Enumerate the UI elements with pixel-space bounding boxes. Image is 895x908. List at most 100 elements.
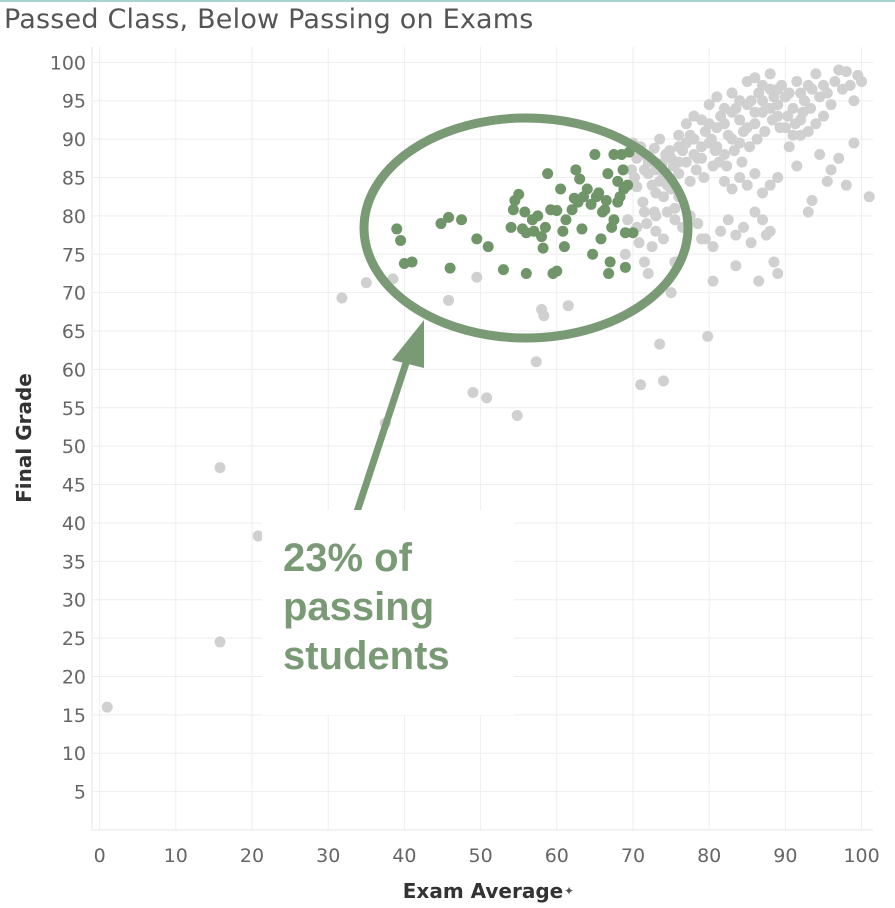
data-point-other[interactable] [821, 87, 833, 99]
data-point-other[interactable] [718, 148, 730, 160]
data-point-other[interactable] [764, 68, 776, 80]
data-point-highlight[interactable] [444, 262, 456, 274]
data-point-other[interactable] [214, 636, 226, 648]
data-point-other[interactable] [481, 392, 493, 404]
data-point-highlight[interactable] [574, 173, 586, 185]
data-point-other[interactable] [637, 196, 649, 208]
data-point-other[interactable] [692, 218, 704, 230]
data-point-other[interactable] [802, 125, 814, 137]
data-point-other[interactable] [698, 172, 710, 183]
data-point-highlight[interactable] [443, 211, 455, 223]
data-point-other[interactable] [622, 214, 634, 226]
data-point-other[interactable] [783, 141, 795, 153]
data-point-highlight[interactable] [589, 148, 601, 160]
data-point-other[interactable] [782, 110, 794, 122]
data-point-other[interactable] [680, 118, 692, 130]
data-point-other[interactable] [734, 172, 746, 183]
data-point-other[interactable] [718, 175, 730, 187]
data-point-highlight[interactable] [600, 195, 612, 207]
data-point-highlight[interactable] [619, 227, 631, 239]
data-point-other[interactable] [726, 183, 738, 195]
data-point-other[interactable] [806, 195, 818, 207]
data-point-highlight[interactable] [570, 164, 582, 176]
data-point-other[interactable] [825, 99, 837, 111]
data-point-other[interactable] [638, 206, 650, 218]
data-point-highlight[interactable] [560, 214, 572, 226]
data-point-other[interactable] [252, 530, 264, 542]
data-point-highlight[interactable] [537, 242, 549, 254]
data-point-other[interactable] [467, 386, 479, 398]
pin-icon[interactable]: ✦ [564, 884, 574, 898]
data-point-highlight[interactable] [435, 218, 447, 230]
data-point-other[interactable] [726, 87, 738, 99]
data-point-other[interactable] [791, 76, 803, 88]
data-point-other[interactable] [768, 256, 780, 268]
data-point-other[interactable] [673, 141, 685, 153]
data-point-other[interactable] [633, 237, 645, 249]
data-point-other[interactable] [688, 133, 700, 145]
data-point-other[interactable] [764, 225, 776, 237]
data-point-highlight[interactable] [539, 221, 551, 233]
data-point-other[interactable] [749, 168, 761, 180]
data-point-other[interactable] [711, 141, 723, 153]
data-point-highlight[interactable] [542, 168, 554, 180]
data-point-other[interactable] [736, 156, 748, 168]
data-point-other[interactable] [757, 187, 769, 199]
data-point-highlight[interactable] [471, 233, 483, 245]
data-point-highlight[interactable] [627, 227, 639, 239]
data-point-highlight[interactable] [497, 264, 509, 276]
data-point-highlight[interactable] [587, 248, 599, 260]
data-point-other[interactable] [443, 294, 455, 306]
data-point-other[interactable] [840, 66, 852, 78]
data-point-other[interactable] [680, 156, 692, 168]
data-point-other[interactable] [764, 102, 776, 114]
data-point-highlight[interactable] [528, 225, 540, 237]
data-point-other[interactable] [798, 95, 810, 107]
data-point-other[interactable] [703, 99, 715, 111]
data-point-other[interactable] [657, 375, 669, 387]
data-point-other[interactable] [684, 175, 696, 187]
data-point-other[interactable] [646, 241, 658, 253]
data-point-other[interactable] [715, 225, 727, 237]
data-point-highlight[interactable] [558, 241, 570, 253]
data-point-other[interactable] [744, 141, 756, 153]
data-point-other[interactable] [360, 277, 372, 289]
data-point-other[interactable] [730, 260, 742, 272]
data-point-other[interactable] [772, 83, 784, 95]
data-point-other[interactable] [635, 379, 647, 391]
data-point-other[interactable] [757, 79, 769, 91]
data-point-other[interactable] [722, 214, 734, 226]
data-point-other[interactable] [749, 118, 761, 130]
data-point-highlight[interactable] [603, 267, 615, 279]
data-point-other[interactable] [669, 214, 681, 226]
data-point-other[interactable] [749, 72, 761, 84]
data-point-highlight[interactable] [555, 183, 567, 195]
data-point-other[interactable] [648, 142, 660, 154]
data-point-other[interactable] [802, 206, 814, 218]
data-point-other[interactable] [631, 181, 643, 193]
data-point-other[interactable] [764, 179, 776, 191]
data-point-highlight[interactable] [576, 223, 588, 235]
data-point-other[interactable] [833, 152, 845, 164]
data-point-other[interactable] [101, 701, 113, 713]
data-point-other[interactable] [787, 129, 799, 141]
data-point-other[interactable] [696, 152, 708, 164]
data-point-other[interactable] [665, 287, 677, 299]
data-point-other[interactable] [511, 409, 523, 421]
data-point-other[interactable] [829, 76, 841, 88]
data-point-other[interactable] [817, 110, 829, 122]
data-point-highlight[interactable] [581, 183, 593, 195]
data-point-other[interactable] [825, 164, 837, 176]
data-point-other[interactable] [657, 191, 669, 203]
data-point-other[interactable] [728, 145, 740, 157]
data-point-other[interactable] [848, 95, 860, 107]
data-point-other[interactable] [214, 462, 226, 474]
data-point-other[interactable] [707, 241, 719, 253]
data-point-other[interactable] [690, 164, 702, 176]
data-point-other[interactable] [806, 83, 818, 95]
data-point-highlight[interactable] [395, 234, 407, 246]
data-point-other[interactable] [749, 206, 761, 218]
data-point-other[interactable] [737, 221, 749, 233]
data-point-highlight[interactable] [507, 204, 519, 216]
data-point-other[interactable] [718, 102, 730, 114]
